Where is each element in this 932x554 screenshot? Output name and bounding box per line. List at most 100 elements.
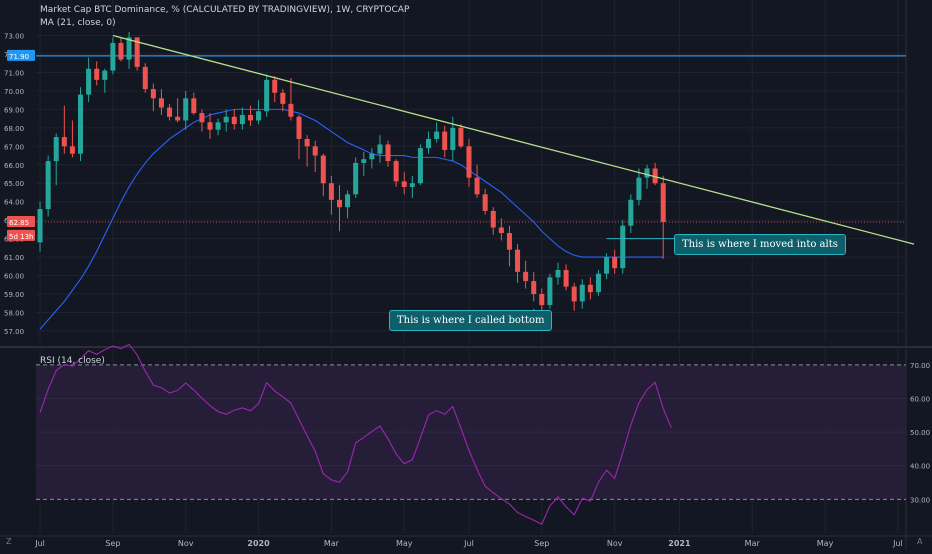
ma-indicator-label[interactable]: MA (21, close, 0)	[40, 18, 116, 28]
candle-body	[328, 183, 334, 200]
auto-scale-button[interactable]: A	[917, 537, 923, 546]
candle-down	[458, 124, 464, 149]
candle-down	[272, 76, 278, 102]
candle-up	[37, 201, 43, 252]
x-tick-label: Jul	[463, 539, 474, 548]
candle-up	[256, 100, 262, 125]
candle-down	[247, 105, 253, 126]
x-tick-label: Mar	[745, 539, 761, 548]
callout-bottom[interactable]: This is where I called bottom	[389, 310, 553, 331]
rsi-tick-label: 70.00	[910, 362, 930, 370]
candle-body	[595, 273, 601, 293]
candle-body	[223, 116, 229, 123]
candle-body	[312, 146, 318, 156]
candle-up	[78, 87, 84, 162]
candle-body	[175, 116, 181, 121]
rsi-indicator-label[interactable]: RSI (14, close)	[40, 356, 105, 366]
candle-body	[102, 70, 108, 80]
candle-body	[523, 271, 529, 282]
price-tag-last-bg	[7, 216, 35, 227]
candle-up	[377, 135, 383, 163]
candle-body	[288, 103, 294, 117]
candle-up	[110, 37, 116, 75]
rsi-polyline	[39, 343, 672, 526]
candle-down	[288, 78, 294, 121]
candle-down	[336, 185, 342, 232]
candle-body	[231, 116, 237, 125]
y-tick-label: 69.00	[4, 106, 24, 114]
candle-body	[506, 233, 512, 250]
rsi-tick-label: 40.00	[910, 463, 930, 471]
candle-body	[434, 131, 440, 139]
candle-body	[199, 113, 205, 123]
candle-down	[442, 126, 448, 158]
candle-body	[498, 227, 504, 234]
candle-up	[345, 190, 351, 219]
candle-body	[587, 284, 593, 293]
candle-body	[94, 68, 100, 80]
candle-down	[587, 277, 593, 300]
candle-body	[191, 98, 197, 114]
candle-body	[450, 127, 456, 150]
y-tick-label: 65.00	[4, 180, 24, 188]
candle-body	[78, 94, 84, 154]
candle-down	[118, 37, 124, 62]
candle-up	[595, 270, 601, 296]
candle-body	[110, 42, 116, 71]
candle-down	[158, 89, 164, 115]
candle-down	[328, 175, 334, 215]
price-tag-last: 62.85	[9, 219, 29, 227]
candle-body	[296, 116, 302, 139]
candle-body	[531, 281, 537, 294]
candle-body	[142, 66, 148, 90]
candle-body	[393, 161, 399, 182]
trendline[interactable]	[112, 34, 915, 310]
candle-up	[239, 107, 245, 130]
y-tick-label: 66.00	[4, 162, 24, 170]
candles	[37, 31, 666, 315]
candle-down	[175, 98, 181, 123]
candle-body	[215, 122, 221, 130]
candle-up	[644, 164, 650, 189]
candle-up	[620, 220, 626, 274]
candle-body	[150, 89, 156, 99]
candle-body	[377, 144, 383, 154]
candle-down	[207, 113, 213, 139]
candle-down	[134, 37, 140, 71]
candle-body	[417, 148, 423, 184]
candle-body	[280, 92, 286, 104]
x-tick-label: 2020	[247, 539, 270, 548]
price-tag-hline-bg	[7, 49, 35, 61]
candle-body	[369, 153, 375, 160]
timezone-button[interactable]: Z	[6, 537, 12, 546]
candle-down	[69, 120, 75, 158]
candle-down	[296, 114, 302, 160]
candle-body	[239, 114, 245, 125]
candle-body	[272, 79, 278, 93]
candle-down	[142, 63, 148, 93]
candle-down	[231, 109, 237, 130]
candle-up	[215, 118, 221, 136]
y-tick-label: 70.00	[4, 88, 24, 96]
candle-up	[417, 144, 423, 186]
candle-down	[280, 89, 286, 112]
candle-up	[628, 194, 634, 234]
candle-up	[369, 148, 375, 169]
x-tick-label: Mar	[324, 539, 340, 548]
candle-body	[361, 159, 367, 163]
y-tick-label: 58.00	[4, 309, 24, 317]
candle-body	[458, 127, 464, 147]
callout-alts[interactable]: This is where I moved into alts	[674, 234, 846, 255]
candle-body	[45, 161, 51, 210]
candle-down	[571, 282, 577, 311]
trendline-segment[interactable]	[112, 34, 915, 245]
candle-body	[409, 183, 415, 187]
y-tick-label: 67.00	[4, 143, 24, 151]
candle-down	[401, 172, 407, 195]
axes: Jul Sep Nov 2020 Mar May Jul Sep Nov 2021 Mar May Ju…	[4, 33, 930, 548]
candle-body	[207, 122, 213, 130]
candle-down	[652, 162, 658, 186]
rsi-band	[36, 364, 906, 500]
